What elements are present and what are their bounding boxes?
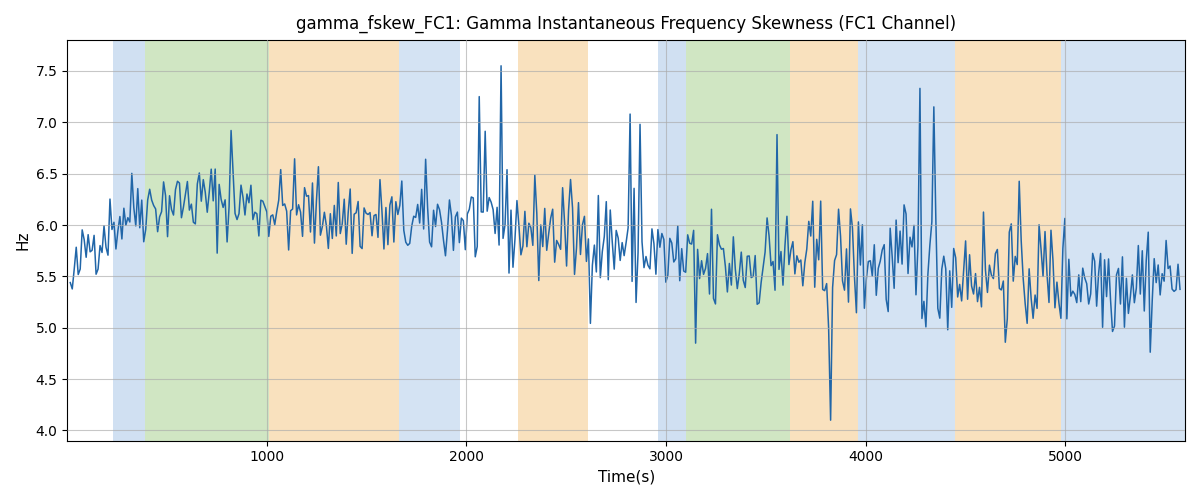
Bar: [518, 40, 588, 440]
Bar: [858, 40, 955, 440]
Bar: [955, 40, 1061, 440]
Bar: [398, 40, 461, 440]
Bar: [269, 40, 398, 440]
Title: gamma_fskew_FC1: Gamma Instantaneous Frequency Skewness (FC1 Channel): gamma_fskew_FC1: Gamma Instantaneous Fre…: [296, 15, 956, 34]
Bar: [1061, 40, 1186, 440]
Bar: [686, 40, 790, 440]
Bar: [145, 40, 269, 440]
Bar: [658, 40, 686, 440]
Bar: [113, 40, 145, 440]
X-axis label: Time(s): Time(s): [598, 470, 655, 485]
Y-axis label: Hz: Hz: [16, 230, 30, 250]
Bar: [790, 40, 858, 440]
